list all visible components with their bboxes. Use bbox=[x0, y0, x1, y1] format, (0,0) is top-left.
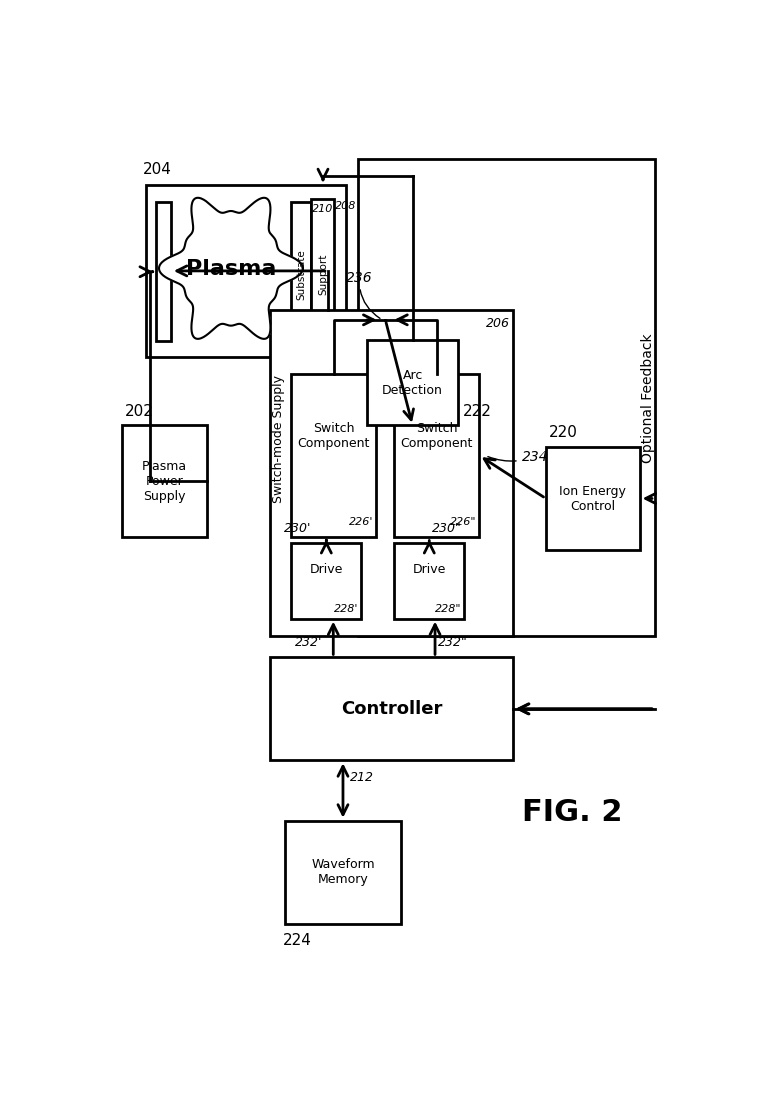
Text: 222: 222 bbox=[462, 404, 491, 419]
Text: Switch
Component: Switch Component bbox=[298, 423, 370, 450]
Text: 232': 232' bbox=[294, 636, 323, 649]
Bar bbox=[291, 543, 361, 619]
Bar bbox=[545, 447, 640, 550]
Bar bbox=[270, 310, 512, 636]
Text: 202: 202 bbox=[125, 404, 154, 419]
Bar bbox=[155, 203, 171, 341]
Text: Drive: Drive bbox=[309, 563, 343, 576]
Text: 206: 206 bbox=[485, 317, 509, 330]
Text: Plasma: Plasma bbox=[186, 259, 276, 279]
Text: 234: 234 bbox=[487, 450, 548, 464]
Text: 208: 208 bbox=[335, 201, 356, 211]
Bar bbox=[367, 340, 458, 426]
Text: 226': 226' bbox=[348, 517, 373, 527]
Text: Ion Energy
Control: Ion Energy Control bbox=[559, 485, 626, 513]
Bar bbox=[312, 200, 334, 350]
Text: 228': 228' bbox=[333, 603, 358, 613]
Bar bbox=[394, 543, 464, 619]
Polygon shape bbox=[159, 198, 303, 339]
Text: 228": 228" bbox=[434, 603, 461, 613]
Text: Switch
Component: Switch Component bbox=[401, 423, 473, 450]
Text: Controller: Controller bbox=[341, 700, 442, 718]
Text: Plasma
Power
Supply: Plasma Power Supply bbox=[141, 460, 187, 503]
Bar bbox=[358, 159, 654, 636]
Bar bbox=[146, 185, 346, 357]
Bar bbox=[291, 375, 376, 537]
Text: 226": 226" bbox=[449, 517, 476, 527]
Text: Arc
Detection: Arc Detection bbox=[382, 369, 443, 397]
Text: 230': 230' bbox=[284, 522, 311, 535]
Bar bbox=[394, 375, 479, 537]
Text: 210: 210 bbox=[312, 204, 333, 214]
Bar bbox=[285, 821, 401, 923]
Text: 224: 224 bbox=[282, 932, 311, 948]
Text: Optional Feedback: Optional Feedback bbox=[640, 333, 654, 463]
Bar bbox=[122, 426, 206, 537]
Text: Switch-mode Supply: Switch-mode Supply bbox=[272, 375, 284, 503]
Text: Substrate: Substrate bbox=[296, 250, 306, 300]
Text: 230": 230" bbox=[432, 522, 462, 535]
Bar bbox=[270, 658, 512, 760]
Bar bbox=[291, 203, 312, 347]
Text: Waveform
Memory: Waveform Memory bbox=[311, 859, 375, 886]
Text: 212: 212 bbox=[350, 770, 374, 784]
Text: 232": 232" bbox=[438, 636, 468, 649]
Text: Support: Support bbox=[318, 254, 328, 295]
Text: 236: 236 bbox=[346, 271, 380, 319]
Text: FIG. 2: FIG. 2 bbox=[522, 797, 622, 826]
Text: 220: 220 bbox=[548, 425, 577, 440]
Text: 204: 204 bbox=[143, 162, 172, 177]
Text: Drive: Drive bbox=[412, 563, 446, 576]
